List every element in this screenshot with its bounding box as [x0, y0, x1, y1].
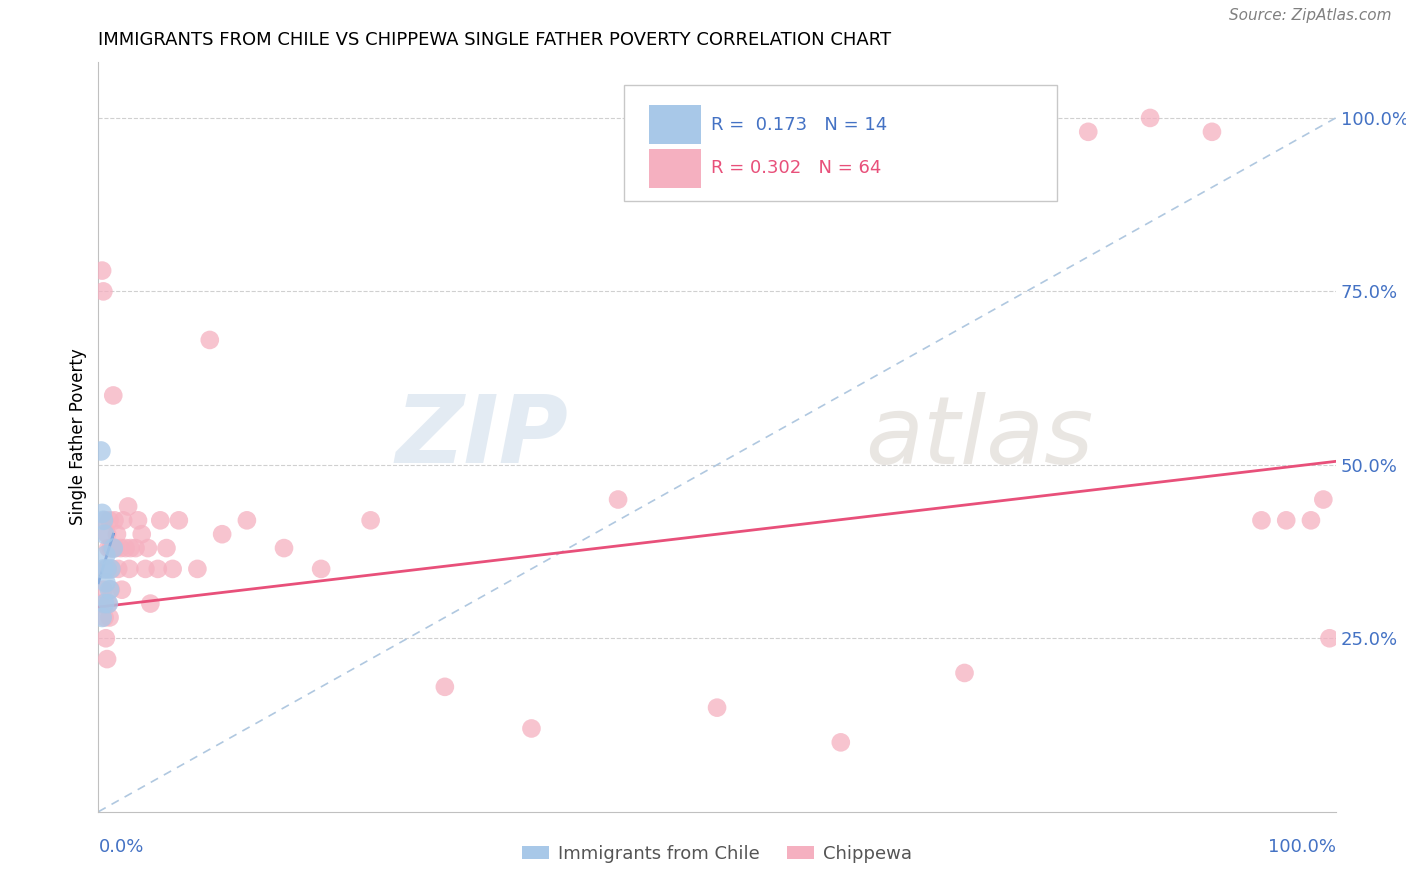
- Point: [134, 562, 156, 576]
- Point: [96, 562, 118, 576]
- Point: [103, 541, 125, 555]
- Point: [1275, 513, 1298, 527]
- Point: [131, 527, 153, 541]
- Y-axis label: Single Father Poverty: Single Father Poverty: [69, 349, 87, 525]
- FancyBboxPatch shape: [650, 105, 702, 145]
- Point: [273, 541, 295, 555]
- Point: [149, 513, 172, 527]
- Point: [167, 513, 190, 527]
- Point: [1319, 632, 1341, 646]
- Point: [97, 597, 120, 611]
- Point: [94, 632, 117, 646]
- Text: 0.0%: 0.0%: [98, 838, 143, 855]
- Point: [1201, 125, 1223, 139]
- Text: Source: ZipAtlas.com: Source: ZipAtlas.com: [1229, 8, 1392, 22]
- Point: [105, 527, 128, 541]
- Point: [91, 507, 114, 521]
- Point: [101, 562, 124, 576]
- Text: R =  0.173   N = 14: R = 0.173 N = 14: [711, 116, 887, 134]
- Point: [97, 541, 120, 555]
- Point: [98, 582, 121, 597]
- Point: [114, 541, 136, 555]
- Point: [127, 513, 149, 527]
- Text: ZIP: ZIP: [395, 391, 568, 483]
- Point: [93, 597, 115, 611]
- Point: [146, 562, 169, 576]
- Text: 100.0%: 100.0%: [1268, 838, 1336, 855]
- Point: [90, 444, 112, 458]
- Legend: Immigrants from Chile, Chippewa: Immigrants from Chile, Chippewa: [515, 838, 920, 870]
- FancyBboxPatch shape: [624, 85, 1057, 201]
- Point: [93, 562, 115, 576]
- Point: [211, 527, 233, 541]
- Point: [98, 513, 121, 527]
- Point: [1139, 111, 1161, 125]
- Point: [100, 562, 122, 576]
- Point: [953, 665, 976, 680]
- Point: [111, 582, 134, 597]
- Point: [100, 582, 122, 597]
- Point: [96, 652, 118, 666]
- Point: [94, 562, 117, 576]
- Point: [90, 597, 112, 611]
- Point: [91, 610, 114, 624]
- Point: [93, 513, 115, 527]
- Point: [706, 700, 728, 714]
- Point: [607, 492, 630, 507]
- Point: [309, 562, 332, 576]
- Point: [830, 735, 852, 749]
- Point: [107, 562, 129, 576]
- Point: [104, 541, 127, 555]
- Point: [136, 541, 159, 555]
- Point: [360, 513, 382, 527]
- Point: [97, 597, 120, 611]
- Point: [103, 541, 125, 555]
- Point: [139, 597, 162, 611]
- Point: [520, 722, 543, 736]
- Point: [1015, 125, 1038, 139]
- Point: [93, 285, 115, 299]
- Point: [96, 562, 118, 576]
- Point: [118, 562, 141, 576]
- Point: [112, 513, 135, 527]
- Point: [155, 541, 177, 555]
- Point: [100, 541, 122, 555]
- Point: [91, 263, 114, 277]
- Point: [94, 548, 117, 562]
- Point: [124, 541, 146, 555]
- Point: [117, 500, 139, 514]
- Point: [236, 513, 259, 527]
- FancyBboxPatch shape: [650, 149, 702, 187]
- Point: [96, 527, 118, 541]
- Text: R = 0.302   N = 64: R = 0.302 N = 64: [711, 159, 882, 178]
- Text: atlas: atlas: [866, 392, 1094, 483]
- Point: [98, 610, 121, 624]
- Point: [103, 513, 125, 527]
- Point: [433, 680, 456, 694]
- Point: [93, 527, 115, 541]
- Point: [94, 575, 117, 590]
- Point: [198, 333, 221, 347]
- Point: [162, 562, 184, 576]
- Text: IMMIGRANTS FROM CHILE VS CHIPPEWA SINGLE FATHER POVERTY CORRELATION CHART: IMMIGRANTS FROM CHILE VS CHIPPEWA SINGLE…: [98, 31, 891, 49]
- Point: [93, 582, 115, 597]
- Point: [103, 388, 125, 402]
- Point: [93, 513, 115, 527]
- Point: [110, 541, 132, 555]
- Point: [1299, 513, 1322, 527]
- Point: [1077, 125, 1099, 139]
- Point: [1250, 513, 1272, 527]
- Point: [1312, 492, 1334, 507]
- Point: [120, 541, 142, 555]
- Point: [93, 610, 115, 624]
- Point: [186, 562, 208, 576]
